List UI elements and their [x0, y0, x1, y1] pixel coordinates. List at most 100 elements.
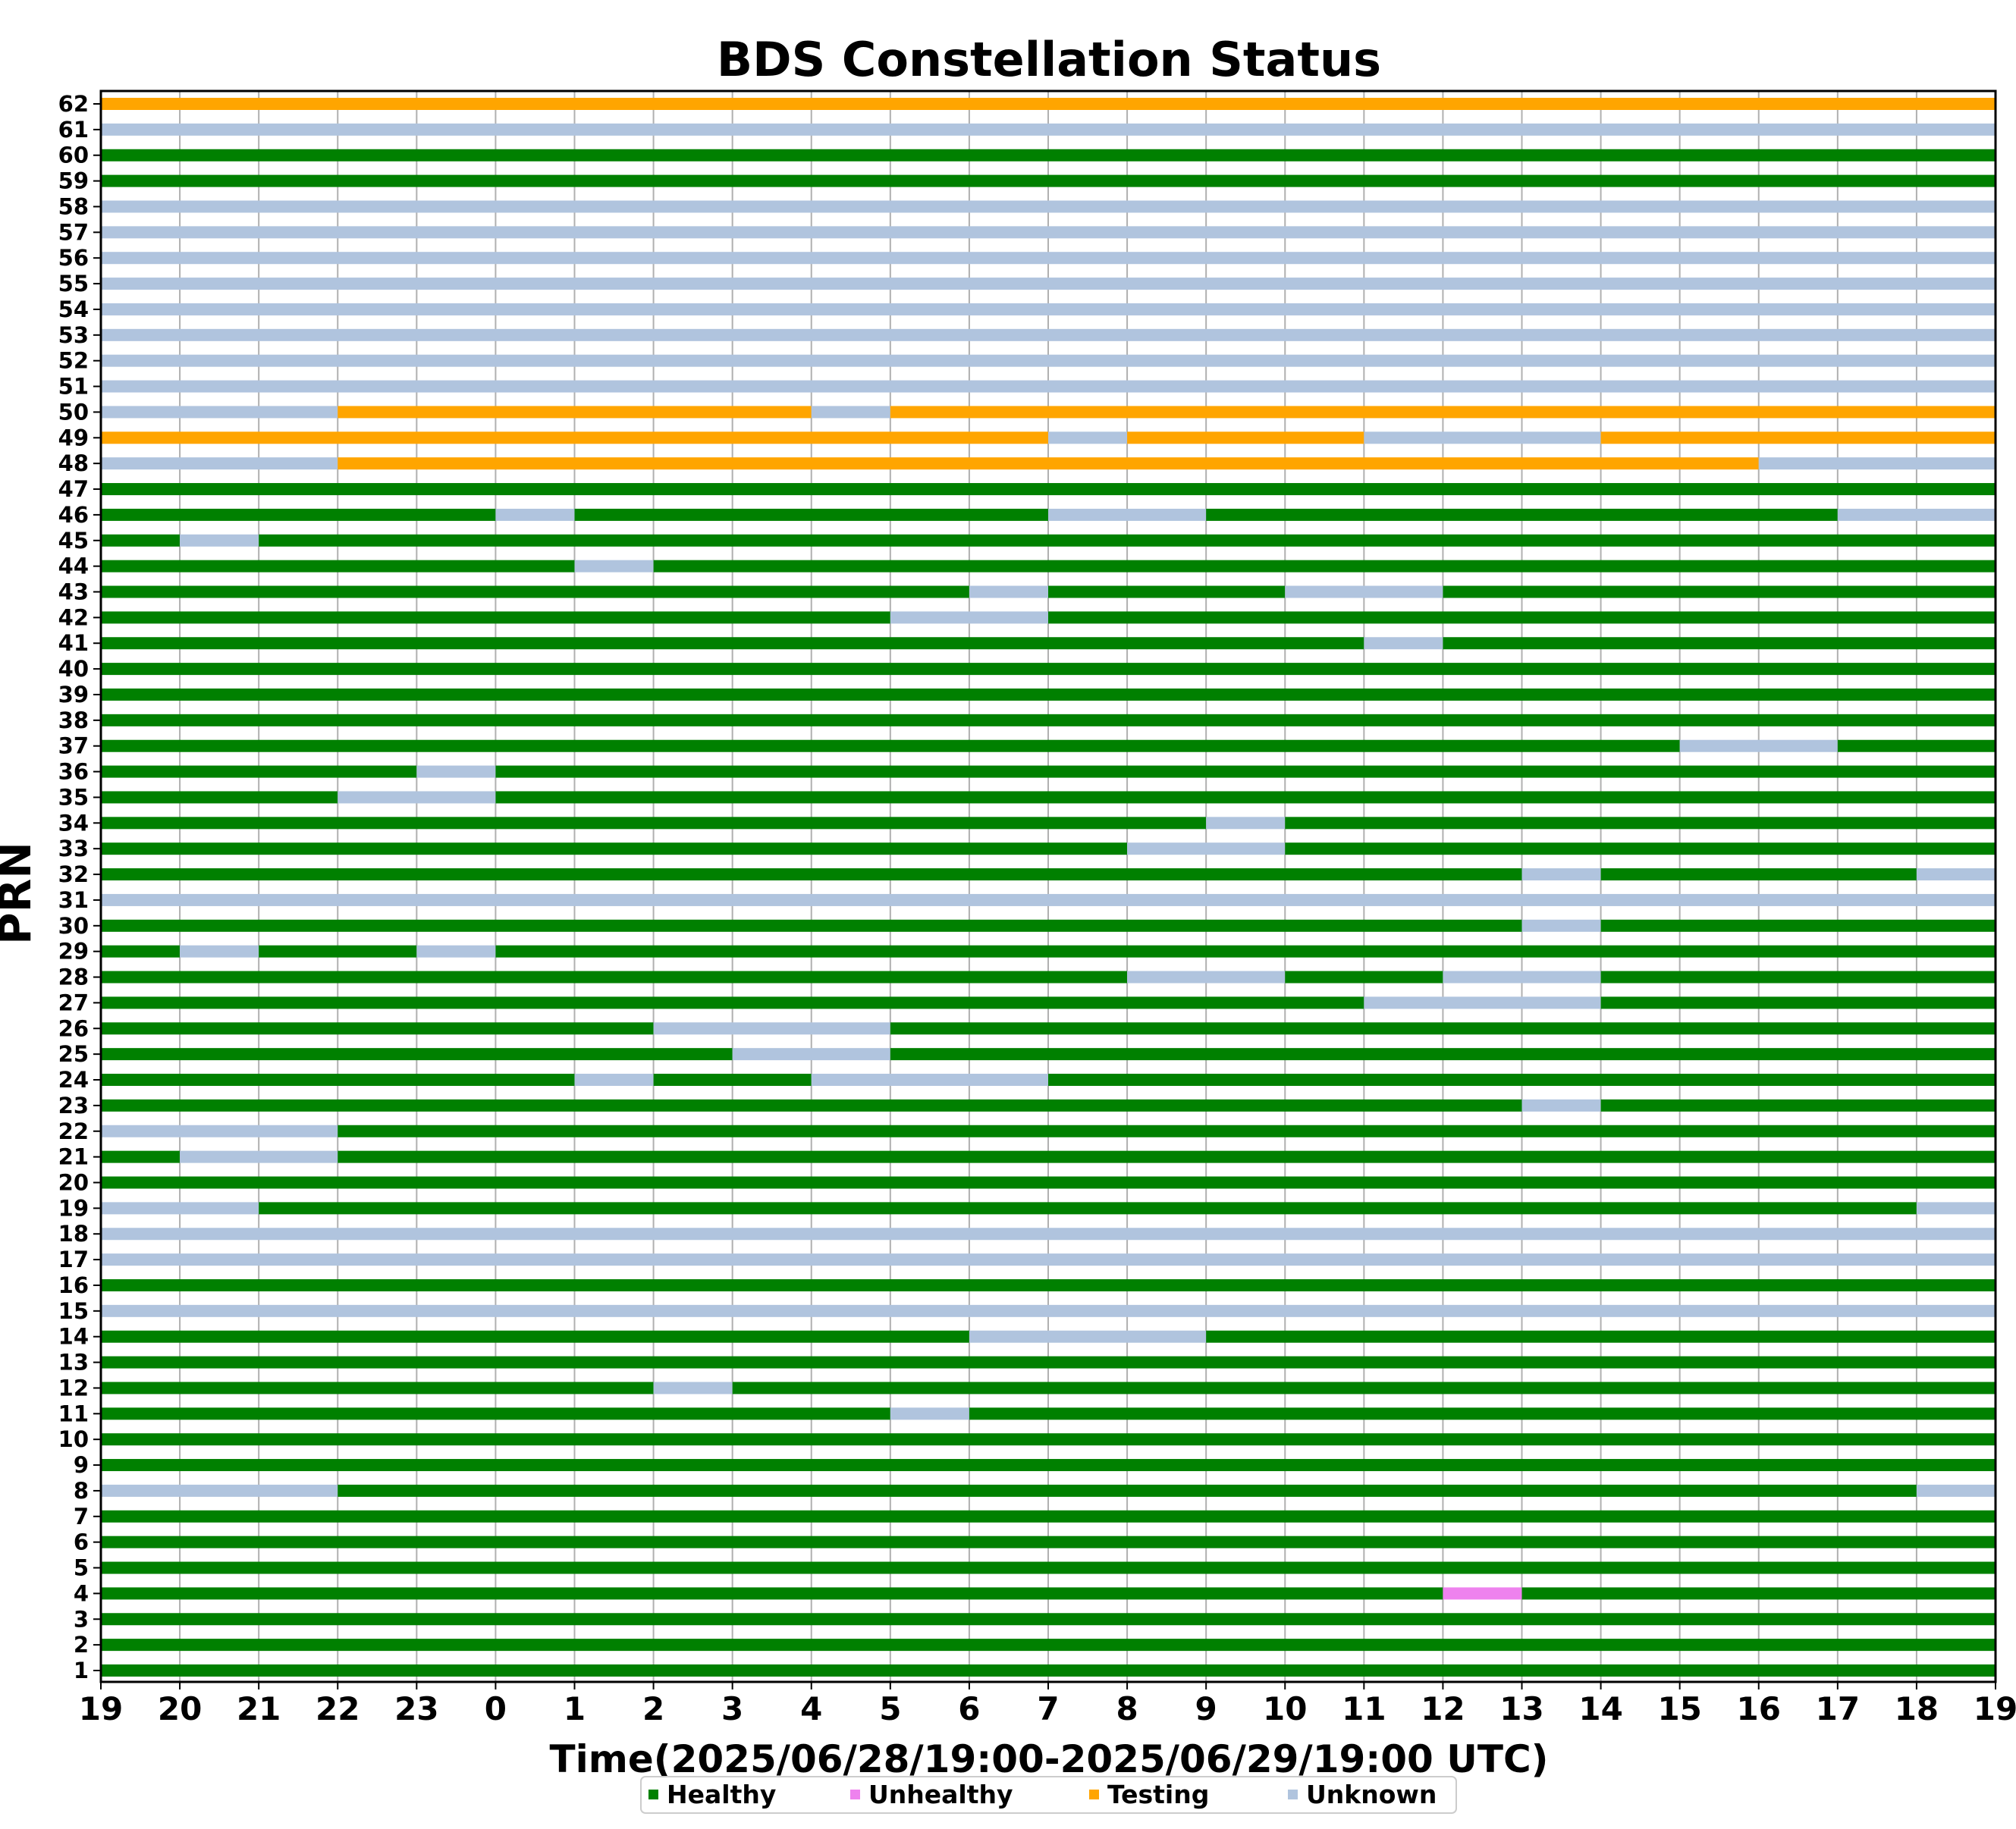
status-segment-prn-32 [101, 868, 1522, 881]
status-segment-prn-2 [101, 1639, 1996, 1652]
y-tick-label: 33 [58, 836, 89, 861]
chart-title: BDS Constellation Status [717, 32, 1381, 87]
status-segment-prn-14 [1206, 1330, 1996, 1343]
status-segment-prn-43 [1443, 585, 1996, 598]
status-segment-prn-40 [101, 663, 1996, 676]
status-segment-prn-26 [653, 1022, 890, 1035]
x-tick-label: 18 [1895, 1690, 1939, 1727]
x-tick-label: 19 [1974, 1690, 2016, 1727]
y-tick-label: 29 [58, 939, 89, 965]
status-segment-prn-35 [495, 791, 1996, 804]
status-segment-prn-27 [101, 996, 1364, 1009]
status-segment-prn-25 [890, 1048, 1996, 1061]
y-tick-label: 56 [58, 245, 89, 271]
x-tick-label: 16 [1737, 1690, 1781, 1727]
status-segment-prn-28 [1443, 971, 1601, 984]
status-segment-prn-12 [653, 1382, 733, 1394]
status-segment-prn-46 [1206, 508, 1838, 521]
status-segment-prn-14 [101, 1330, 969, 1343]
status-segment-prn-55 [101, 278, 1996, 290]
y-tick-label: 30 [58, 913, 89, 939]
status-segment-prn-50 [811, 406, 890, 419]
status-segment-prn-45 [101, 534, 181, 547]
x-axis-ticks: 19 20 21 22 23 0 1 2 3 4 5 6 7 8 9 10 11 12 13 14 15 16 17 18 19 [79, 1682, 2016, 1727]
status-segment-prn-7 [101, 1510, 1996, 1523]
y-tick-label: 13 [58, 1350, 89, 1376]
y-tick-label: 50 [58, 399, 89, 425]
y-tick-label: 14 [58, 1324, 89, 1350]
status-segment-prn-36 [416, 765, 496, 778]
status-segment-prn-25 [101, 1048, 733, 1061]
y-tick-label: 60 [58, 143, 89, 168]
x-tick-label: 3 [721, 1690, 743, 1727]
y-tick-label: 59 [58, 168, 89, 194]
status-segment-prn-48 [338, 457, 1759, 470]
y-tick-label: 11 [58, 1401, 89, 1426]
status-segment-prn-20 [101, 1176, 1996, 1189]
status-segment-prn-37 [1837, 739, 1996, 752]
status-segment-prn-45 [180, 534, 259, 547]
x-tick-label: 13 [1499, 1690, 1543, 1727]
y-tick-label: 48 [58, 450, 89, 476]
y-tick-label: 45 [58, 528, 89, 554]
status-segment-prn-52 [101, 354, 1996, 367]
status-segment-prn-4 [101, 1587, 1443, 1600]
status-segment-prn-31 [101, 893, 1996, 906]
status-segment-prn-29 [495, 945, 1996, 958]
status-segment-prn-15 [101, 1304, 1996, 1317]
x-tick-label: 21 [237, 1690, 281, 1727]
status-segment-prn-51 [101, 380, 1996, 393]
status-segment-prn-34 [101, 817, 1207, 830]
status-segment-prn-56 [101, 252, 1996, 265]
status-segment-prn-42 [1048, 611, 1996, 624]
x-tick-label: 7 [1037, 1690, 1059, 1727]
status-segment-prn-29 [101, 945, 181, 958]
status-segment-prn-46 [574, 508, 1048, 521]
y-tick-label: 2 [74, 1632, 89, 1658]
status-segment-prn-38 [101, 714, 1996, 726]
status-segment-prn-48 [101, 457, 338, 470]
y-tick-label: 49 [58, 425, 89, 450]
status-segment-prn-34 [1206, 817, 1286, 830]
status-segment-prn-34 [1285, 817, 1996, 830]
y-tick-label: 57 [58, 219, 89, 245]
y-tick-label: 39 [58, 682, 89, 707]
status-segment-prn-50 [890, 406, 1996, 419]
x-tick-label: 14 [1578, 1690, 1622, 1727]
status-segment-prn-35 [101, 791, 338, 804]
x-tick-label: 9 [1195, 1690, 1217, 1727]
y-tick-label: 21 [58, 1144, 89, 1170]
status-segment-prn-18 [101, 1228, 1996, 1241]
status-segment-prn-32 [1600, 868, 1917, 881]
x-tick-label: 17 [1816, 1690, 1860, 1727]
status-segment-prn-41 [1364, 637, 1443, 650]
y-tick-label: 24 [58, 1067, 89, 1093]
status-segment-prn-59 [101, 174, 1996, 187]
status-segment-prn-44 [101, 560, 575, 573]
x-tick-label: 2 [642, 1690, 664, 1727]
y-tick-label: 25 [58, 1041, 89, 1067]
y-tick-label: 46 [58, 502, 89, 528]
x-tick-label: 4 [800, 1690, 822, 1727]
status-segment-prn-32 [1521, 868, 1601, 881]
status-segment-prn-6 [101, 1536, 1996, 1548]
status-segment-prn-46 [101, 508, 496, 521]
y-tick-label: 22 [58, 1118, 89, 1144]
status-segment-prn-35 [338, 791, 496, 804]
legend-swatch-healthy [648, 1790, 658, 1799]
status-segment-prn-49 [1048, 431, 1128, 444]
y-tick-label: 23 [58, 1093, 89, 1118]
y-axis-label: PRN [0, 842, 41, 945]
status-segment-prn-24 [574, 1074, 654, 1087]
status-segment-prn-43 [1285, 585, 1443, 598]
status-segment-prn-41 [101, 637, 1364, 650]
x-tick-label: 11 [1342, 1690, 1386, 1727]
status-segment-prn-46 [1048, 508, 1207, 521]
status-segment-prn-48 [1758, 457, 1996, 470]
status-segment-prn-36 [495, 765, 1996, 778]
status-segment-prn-11 [890, 1407, 969, 1420]
y-tick-label: 1 [74, 1658, 89, 1683]
x-tick-label: 20 [158, 1690, 202, 1727]
status-segment-prn-16 [101, 1278, 1996, 1291]
